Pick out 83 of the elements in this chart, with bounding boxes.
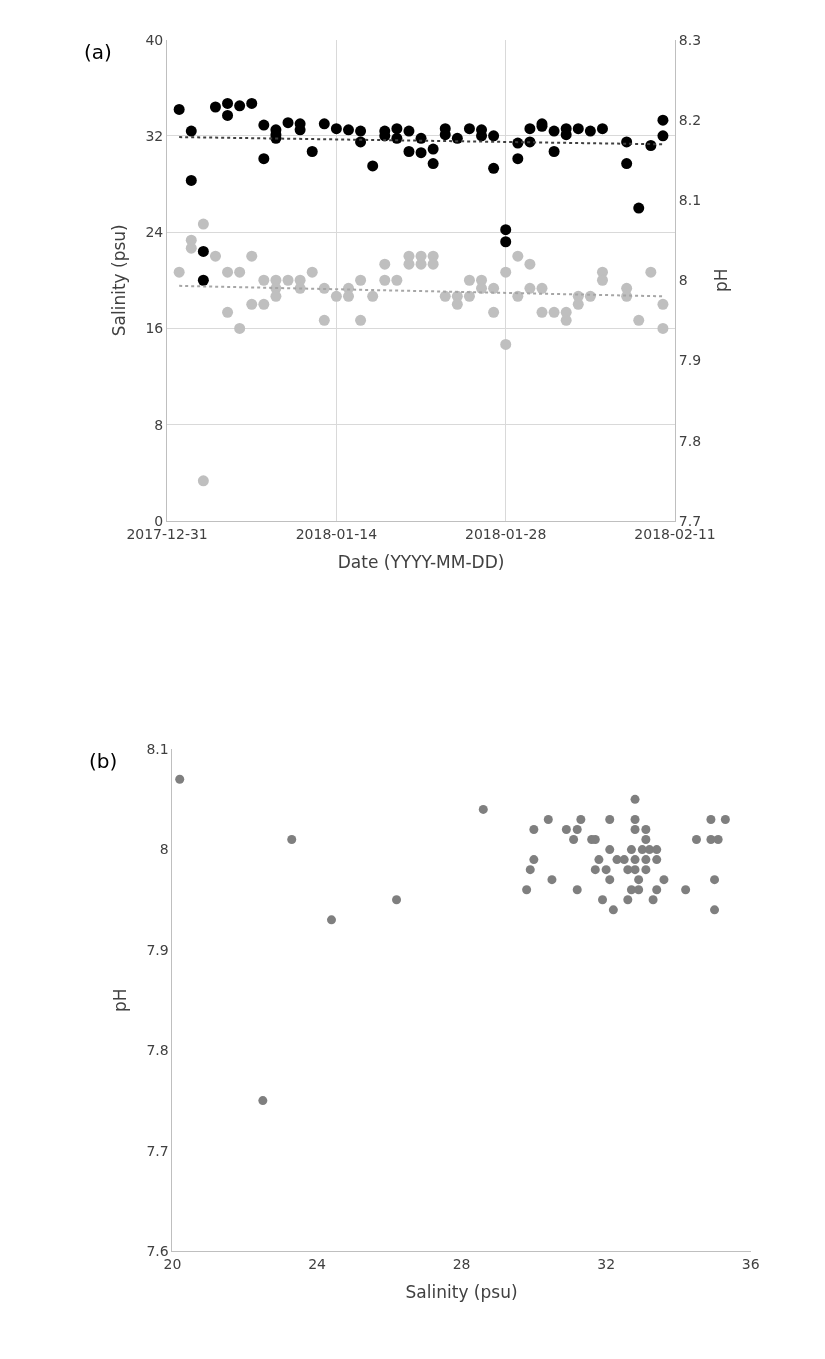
point xyxy=(630,824,640,834)
text: (a) xyxy=(84,40,112,64)
x-tick-label: 24 xyxy=(308,1255,327,1272)
y2-axis-title: pH xyxy=(711,268,732,293)
point xyxy=(590,865,600,875)
point xyxy=(478,804,488,814)
point xyxy=(561,824,571,834)
point xyxy=(630,855,640,865)
point xyxy=(641,824,651,834)
x-tick-label: 32 xyxy=(597,1255,616,1272)
y-tick-label: 7.7 xyxy=(146,1142,169,1159)
y2-tick-label: 8.1 xyxy=(678,191,702,208)
point xyxy=(605,845,615,855)
point xyxy=(547,875,557,885)
point xyxy=(706,814,716,824)
y-axis-title: Salinity (psu) xyxy=(109,224,130,337)
point xyxy=(594,855,604,865)
point xyxy=(605,814,615,824)
point xyxy=(529,824,539,834)
point xyxy=(543,814,553,824)
point xyxy=(630,794,640,804)
y-tick-label: 8 xyxy=(154,416,164,433)
x-tick-label: 28 xyxy=(452,1255,471,1272)
x-axis-title: Date (YYYY-MM-DD) xyxy=(337,552,505,573)
point xyxy=(392,895,402,905)
y-tick-label: 24 xyxy=(145,224,164,241)
y-tick-label: 16 xyxy=(145,320,164,337)
y-tick-label: 40 xyxy=(145,31,164,48)
point xyxy=(626,845,636,855)
point xyxy=(623,895,633,905)
point xyxy=(720,814,730,824)
point xyxy=(634,885,644,895)
point xyxy=(601,865,611,875)
point xyxy=(569,835,579,845)
point xyxy=(576,814,586,824)
point xyxy=(529,855,539,865)
point xyxy=(572,824,582,834)
point xyxy=(598,895,608,905)
point xyxy=(619,855,629,865)
point xyxy=(691,835,701,845)
point xyxy=(326,915,336,925)
point xyxy=(175,774,185,784)
y-tick-label: 7.8 xyxy=(146,1042,169,1059)
point xyxy=(710,875,720,885)
point xyxy=(641,855,651,865)
point xyxy=(681,885,691,895)
point xyxy=(258,1096,268,1106)
point xyxy=(525,865,535,875)
x-axis-title: Salinity (psu) xyxy=(405,1282,518,1303)
y2-tick-label: 8.2 xyxy=(678,111,702,128)
point xyxy=(652,845,662,855)
point xyxy=(652,885,662,895)
y-tick-label: 8.1 xyxy=(146,741,169,758)
x-tick-label: 2018-01-14 xyxy=(295,525,378,542)
point xyxy=(645,845,654,855)
point xyxy=(572,885,582,895)
point xyxy=(522,885,532,895)
x-tick-label: 36 xyxy=(741,1255,760,1272)
y2-tick-label: 7.9 xyxy=(678,352,702,369)
point xyxy=(648,895,658,905)
point xyxy=(623,865,633,875)
point xyxy=(287,835,297,845)
point xyxy=(652,855,662,865)
point xyxy=(641,865,651,875)
y2-tick-label: 7.8 xyxy=(678,432,702,449)
x-tick-label: 2018-01-28 xyxy=(465,525,547,542)
y2-tick-label: 8 xyxy=(678,272,688,289)
point xyxy=(641,835,651,845)
point xyxy=(659,875,669,885)
text: (b) xyxy=(89,749,118,773)
point xyxy=(630,814,640,824)
point xyxy=(710,905,720,915)
point xyxy=(626,885,636,895)
y-axis-title: pH xyxy=(109,988,130,1012)
y2-tick-label: 8.3 xyxy=(678,31,702,48)
y-tick-label: 32 xyxy=(145,127,164,144)
point xyxy=(605,875,615,885)
point xyxy=(634,875,644,885)
point xyxy=(630,865,640,875)
y-tick-label: 8 xyxy=(159,841,169,858)
point xyxy=(713,835,723,845)
y-tick-label: 7.9 xyxy=(146,941,169,958)
point xyxy=(608,905,618,915)
